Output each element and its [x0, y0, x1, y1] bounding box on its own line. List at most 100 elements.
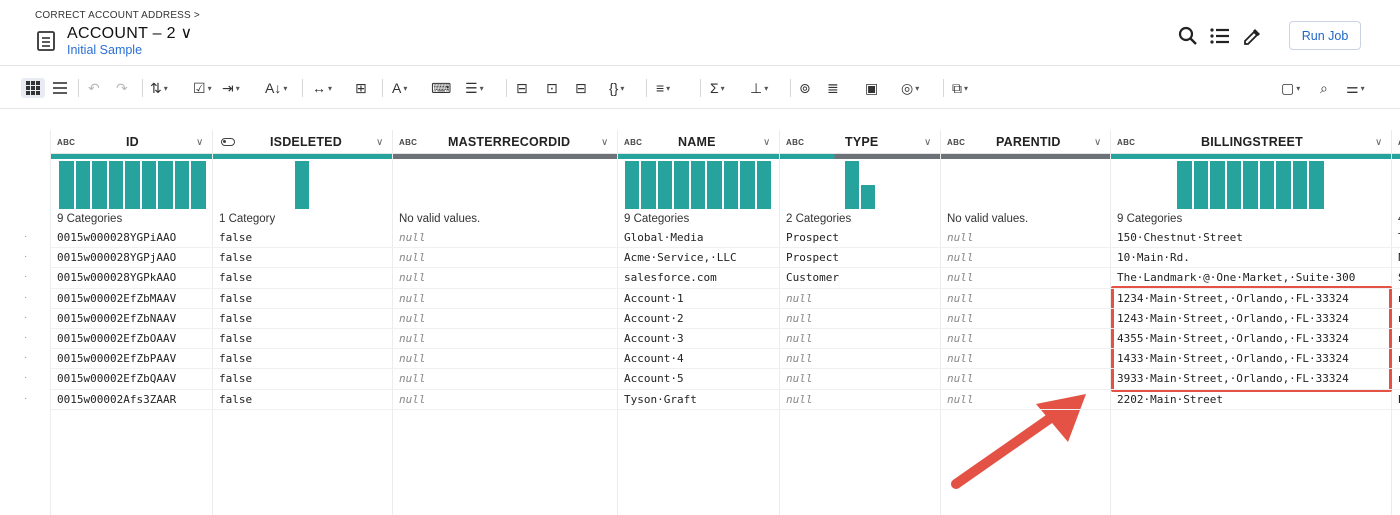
aggregate-icon[interactable]: Σ ▾	[710, 80, 725, 96]
table-cell[interactable]: false	[219, 372, 253, 386]
table-cell[interactable]: Prospect	[786, 251, 839, 265]
structure-icon[interactable]: {} ▾	[609, 80, 625, 96]
table-cell[interactable]: N	[1398, 251, 1400, 264]
list-view-icon[interactable]	[52, 78, 68, 98]
table-cell[interactable]: false	[219, 291, 253, 305]
histogram-bar[interactable]	[674, 161, 691, 209]
histogram-bar[interactable]	[1210, 161, 1227, 209]
table-cell[interactable]: null	[947, 291, 974, 305]
table-cell[interactable]: 150·Chestnut·Street	[1117, 231, 1243, 244]
table-cell[interactable]: 10·Main·Rd.	[1117, 251, 1190, 265]
macro-icon[interactable]: ◎ ▾	[901, 79, 920, 96]
column-header[interactable]: ISDELETED ∨	[213, 130, 392, 154]
histogram-bar[interactable]	[1292, 161, 1310, 209]
histogram-bar[interactable]	[861, 185, 877, 209]
histogram-bar[interactable]	[174, 161, 191, 209]
data-quality-bar[interactable]	[618, 154, 779, 159]
data-quality-bar[interactable]	[213, 154, 392, 159]
table-cell[interactable]: Prospect	[786, 231, 839, 244]
table-cell[interactable]: null	[786, 311, 813, 325]
table-cell[interactable]: false	[219, 231, 253, 244]
rename-icon[interactable]: ⊟	[575, 79, 587, 96]
histogram-bar[interactable]	[1259, 161, 1277, 209]
table-cell[interactable]: 0015w00002EfZbOAAV	[57, 332, 177, 345]
table-cell[interactable]: 0015w00002Afs3ZAAR	[57, 392, 177, 406]
table-cell[interactable]: 4355·Main·Street,·Orlando,·FL·33324	[1117, 332, 1349, 345]
column-histogram[interactable]	[780, 161, 940, 213]
table-cell[interactable]: Global·Media	[624, 231, 704, 244]
table-cell[interactable]: null	[786, 291, 813, 305]
breadcrumb[interactable]: CORRECT ACCOUNT ADDRESS >	[35, 10, 200, 21]
split-column-icon[interactable]: ↔ ▾	[312, 80, 333, 96]
table-cell[interactable]: Account·5	[624, 372, 684, 386]
union-icon[interactable]: ⊚	[799, 79, 811, 96]
histogram-bar[interactable]	[641, 161, 658, 209]
comment-icon[interactable]: ▣	[865, 79, 879, 96]
table-cell[interactable]: null	[947, 271, 974, 285]
column-menu-chevron-icon[interactable]: ∨	[601, 137, 609, 148]
table-cell[interactable]: n	[1398, 352, 1400, 365]
more-actions-icon[interactable]: ⧉ ▾	[952, 79, 969, 96]
display-options-icon[interactable]: ⚌ ▾	[1346, 79, 1365, 96]
table-cell[interactable]: S	[1398, 271, 1400, 284]
table-cell[interactable]: null	[399, 352, 426, 366]
histogram-bar[interactable]	[657, 161, 675, 209]
histogram-bar[interactable]	[1226, 161, 1244, 209]
row-marker[interactable]: ·	[24, 352, 28, 364]
validate-icon[interactable]: ☑ ▾	[193, 79, 212, 96]
histogram-bar[interactable]	[295, 161, 311, 209]
column-menu-chevron-icon[interactable]: ∨	[1375, 137, 1383, 148]
row-marker[interactable]: ·	[24, 231, 28, 242]
histogram-bar[interactable]	[1243, 161, 1260, 209]
replace-icon[interactable]: ⌨	[431, 79, 452, 96]
table-cell[interactable]: false	[219, 251, 253, 265]
table-cell[interactable]: null	[399, 311, 426, 325]
row-marker[interactable]: ·	[24, 271, 28, 283]
table-cell[interactable]: 0015w000028YGPjAAO	[57, 251, 177, 265]
histogram-bar[interactable]	[92, 161, 109, 209]
lookup-icon[interactable]: ≣	[827, 79, 839, 96]
table-cell[interactable]: null	[947, 332, 974, 345]
table-cell[interactable]: null	[786, 332, 813, 345]
histogram-bar[interactable]	[845, 161, 861, 209]
search-icon[interactable]	[1177, 26, 1199, 46]
column-header[interactable]: ABC TYPE ∨	[780, 130, 940, 154]
column-histogram[interactable]	[618, 161, 779, 213]
table-cell[interactable]: false	[219, 332, 253, 345]
table-cell[interactable]: null	[786, 372, 813, 386]
table-cell[interactable]: null	[399, 392, 426, 406]
column-histogram[interactable]	[1111, 161, 1391, 213]
table-cell[interactable]: salesforce.com	[624, 271, 717, 285]
table-cell[interactable]: null	[399, 332, 426, 345]
table-cell[interactable]: 0015w000028YGPiAAO	[57, 231, 177, 244]
dataset-title[interactable]: ACCOUNT – 2 ∨	[67, 25, 193, 42]
table-cell[interactable]: 1433·Main·Street,·Orlando,·FL·33324	[1117, 352, 1349, 366]
table-cell[interactable]: null	[399, 291, 426, 305]
column-header[interactable]: ABC PARENTID ∨	[941, 130, 1110, 154]
table-cell[interactable]: Account·1	[624, 291, 684, 305]
column-menu-chevron-icon[interactable]: ∨	[763, 137, 771, 148]
column-histogram[interactable]	[941, 161, 1110, 213]
histogram-bar[interactable]	[1276, 161, 1293, 209]
table-cell[interactable]: 1234·Main·Street,·Orlando,·FL·33324	[1117, 291, 1349, 305]
table-cell[interactable]: null	[399, 231, 426, 244]
histogram-bar[interactable]	[1193, 161, 1211, 209]
column-menu-chevron-icon[interactable]: ∨	[196, 137, 204, 148]
undo-icon[interactable]: ↶	[88, 79, 100, 96]
table-cell[interactable]: 2202·Main·Street	[1117, 392, 1223, 406]
table-cell[interactable]: false	[219, 352, 253, 366]
table-cell[interactable]: T	[1398, 231, 1400, 244]
histogram-bar[interactable]	[740, 161, 757, 209]
join-icon[interactable]: ⊥ ▾	[750, 79, 769, 96]
table-cell[interactable]: null	[947, 372, 974, 386]
column-header[interactable]: ABC BILLINGSTREET ∨	[1111, 130, 1391, 154]
table-cell[interactable]: 0015w00002EfZbNAAV	[57, 311, 177, 325]
row-marker[interactable]: ·	[24, 291, 28, 303]
table-cell[interactable]: 0015w00002EfZbPAAV	[57, 352, 177, 366]
table-cell[interactable]: n	[1398, 292, 1400, 305]
pivot-icon[interactable]: ⊡	[546, 79, 558, 96]
table-cell[interactable]: n	[1398, 372, 1400, 385]
histogram-bar[interactable]	[690, 161, 708, 209]
column-details-icon[interactable]: ⌕	[1320, 79, 1328, 96]
table-cell[interactable]: 3933·Main·Street,·Orlando,·FL·33324	[1117, 372, 1349, 386]
